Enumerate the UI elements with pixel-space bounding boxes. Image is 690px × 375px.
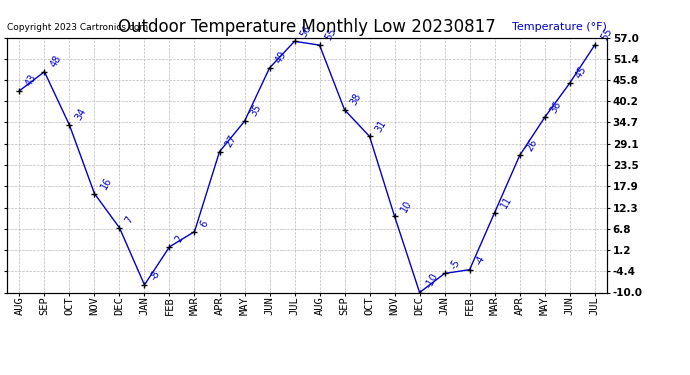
Text: 49: 49	[274, 50, 288, 65]
Text: 2: 2	[174, 234, 186, 244]
Text: 56: 56	[299, 23, 313, 39]
Text: 48: 48	[48, 53, 63, 69]
Text: Copyright 2023 Cartronics.com: Copyright 2023 Cartronics.com	[7, 23, 148, 32]
Text: 38: 38	[348, 92, 364, 107]
Text: -10: -10	[424, 271, 440, 290]
Text: 31: 31	[374, 118, 388, 134]
Text: 55: 55	[599, 27, 614, 42]
Text: 36: 36	[549, 99, 564, 115]
Text: 45: 45	[574, 64, 589, 80]
Text: Temperature (°F): Temperature (°F)	[512, 22, 607, 32]
Text: 7: 7	[124, 214, 135, 225]
Text: -5: -5	[448, 257, 462, 271]
Text: -4: -4	[474, 254, 487, 267]
Text: 43: 43	[23, 72, 39, 88]
Text: 55: 55	[324, 27, 339, 42]
Title: Outdoor Temperature Monthly Low 20230817: Outdoor Temperature Monthly Low 20230817	[118, 18, 496, 36]
Text: 6: 6	[199, 219, 210, 229]
Text: 34: 34	[74, 106, 88, 122]
Text: 27: 27	[224, 133, 239, 149]
Text: 10: 10	[399, 198, 413, 214]
Text: -8: -8	[148, 269, 162, 282]
Text: 26: 26	[524, 137, 539, 153]
Text: 16: 16	[99, 175, 113, 191]
Text: 35: 35	[248, 103, 264, 118]
Text: 11: 11	[499, 194, 513, 210]
